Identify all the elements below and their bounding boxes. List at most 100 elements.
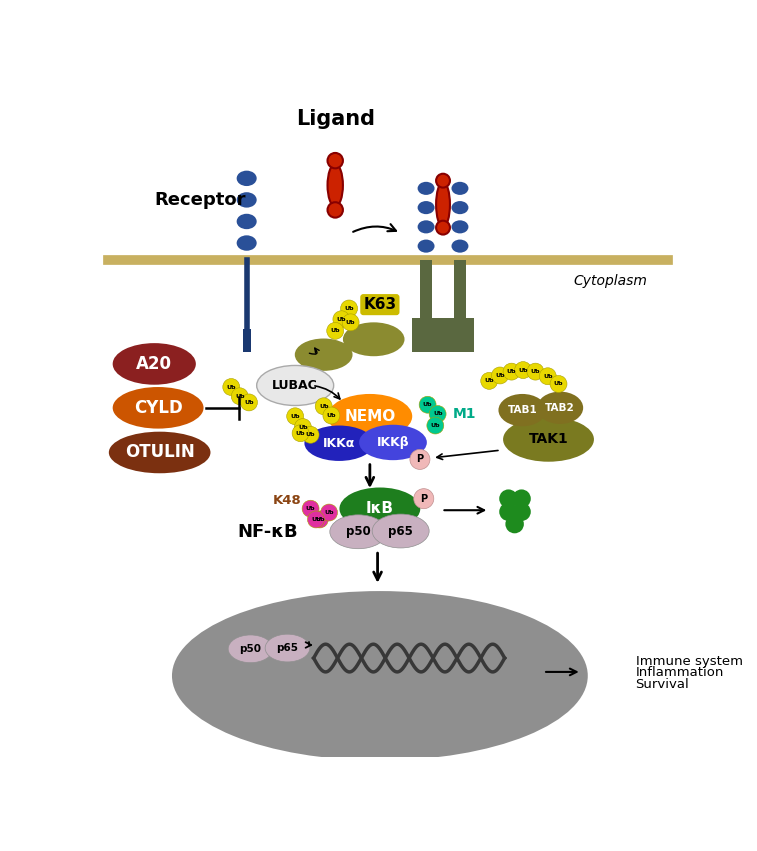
- Text: Ub: Ub: [311, 517, 321, 522]
- Text: TAK1: TAK1: [528, 432, 569, 447]
- Text: K63: K63: [363, 297, 397, 312]
- Ellipse shape: [418, 220, 435, 233]
- FancyBboxPatch shape: [243, 329, 251, 352]
- Text: NF-κB: NF-κB: [237, 523, 298, 540]
- Text: Ub: Ub: [423, 403, 432, 408]
- Circle shape: [539, 368, 556, 385]
- Circle shape: [410, 449, 430, 470]
- Circle shape: [512, 503, 531, 521]
- Ellipse shape: [304, 426, 374, 461]
- Circle shape: [527, 363, 544, 380]
- Text: K63: K63: [363, 297, 397, 312]
- Text: Receptor: Receptor: [154, 191, 246, 208]
- Circle shape: [436, 220, 450, 235]
- Text: A20: A20: [136, 355, 173, 373]
- Ellipse shape: [436, 182, 450, 227]
- Ellipse shape: [328, 164, 343, 207]
- Text: P: P: [416, 454, 423, 465]
- Ellipse shape: [451, 220, 469, 233]
- Ellipse shape: [237, 236, 257, 251]
- Text: Ub: Ub: [554, 381, 563, 386]
- Text: Ub: Ub: [296, 431, 305, 436]
- Circle shape: [320, 504, 338, 521]
- Text: IKKβ: IKKβ: [377, 436, 410, 449]
- Text: LUBAC: LUBAC: [273, 379, 318, 392]
- Ellipse shape: [113, 387, 204, 429]
- Circle shape: [499, 503, 518, 521]
- Ellipse shape: [113, 343, 196, 385]
- Circle shape: [327, 323, 344, 340]
- Circle shape: [436, 174, 450, 187]
- Circle shape: [311, 511, 329, 528]
- Circle shape: [333, 311, 350, 328]
- Circle shape: [241, 394, 257, 411]
- Ellipse shape: [265, 634, 310, 662]
- Circle shape: [499, 489, 518, 508]
- Ellipse shape: [418, 201, 435, 214]
- Text: Ub: Ub: [531, 369, 540, 374]
- Ellipse shape: [237, 214, 257, 229]
- Circle shape: [315, 397, 332, 414]
- Text: Ub: Ub: [324, 510, 334, 515]
- Circle shape: [223, 379, 240, 396]
- Text: Ub: Ub: [291, 414, 300, 419]
- Ellipse shape: [418, 240, 435, 253]
- Text: Ub: Ub: [331, 328, 340, 334]
- Circle shape: [550, 375, 567, 392]
- Text: K48: K48: [273, 494, 302, 507]
- Circle shape: [491, 367, 509, 384]
- Ellipse shape: [451, 182, 469, 195]
- Ellipse shape: [343, 323, 404, 357]
- Circle shape: [328, 153, 343, 168]
- Text: Ub: Ub: [315, 517, 325, 522]
- Ellipse shape: [237, 171, 257, 186]
- Text: Immune system: Immune system: [636, 654, 743, 668]
- Text: Ub: Ub: [306, 432, 316, 437]
- Text: Ub: Ub: [245, 400, 254, 405]
- Circle shape: [232, 388, 248, 405]
- Ellipse shape: [451, 201, 469, 214]
- Circle shape: [302, 500, 319, 517]
- Text: P: P: [420, 494, 428, 504]
- Circle shape: [287, 408, 304, 425]
- Circle shape: [323, 407, 340, 424]
- Text: Ub: Ub: [506, 369, 516, 374]
- Text: Ub: Ub: [337, 317, 346, 322]
- Text: Inflammation: Inflammation: [636, 666, 724, 679]
- Ellipse shape: [359, 425, 427, 460]
- Text: Ub: Ub: [326, 413, 336, 418]
- Ellipse shape: [328, 394, 413, 438]
- Text: Ub: Ub: [344, 306, 354, 311]
- Ellipse shape: [237, 192, 257, 208]
- Text: Ub: Ub: [433, 412, 442, 416]
- Ellipse shape: [330, 515, 387, 549]
- Text: Ub: Ub: [226, 385, 236, 390]
- Ellipse shape: [451, 240, 469, 253]
- Circle shape: [414, 488, 434, 509]
- Circle shape: [342, 314, 359, 331]
- Text: p65: p65: [276, 643, 298, 653]
- Ellipse shape: [257, 365, 334, 405]
- Text: NEMO: NEMO: [344, 408, 395, 424]
- Ellipse shape: [503, 417, 594, 462]
- Text: CYLD: CYLD: [134, 399, 182, 417]
- FancyBboxPatch shape: [420, 260, 432, 322]
- Text: Ub: Ub: [495, 373, 505, 378]
- Circle shape: [328, 203, 343, 218]
- Text: Cytoplasm: Cytoplasm: [573, 274, 647, 288]
- Circle shape: [419, 397, 436, 414]
- Ellipse shape: [109, 431, 210, 473]
- Circle shape: [294, 419, 311, 436]
- Text: Ub: Ub: [235, 394, 245, 399]
- Ellipse shape: [418, 182, 435, 195]
- Text: Survival: Survival: [636, 677, 690, 691]
- Text: Ub: Ub: [484, 379, 494, 383]
- Text: TAB2: TAB2: [545, 403, 575, 413]
- Text: Ub: Ub: [431, 423, 440, 428]
- FancyBboxPatch shape: [453, 260, 466, 322]
- Circle shape: [292, 425, 309, 442]
- Ellipse shape: [294, 339, 353, 371]
- Circle shape: [302, 426, 319, 443]
- Ellipse shape: [172, 591, 587, 761]
- Circle shape: [515, 362, 531, 379]
